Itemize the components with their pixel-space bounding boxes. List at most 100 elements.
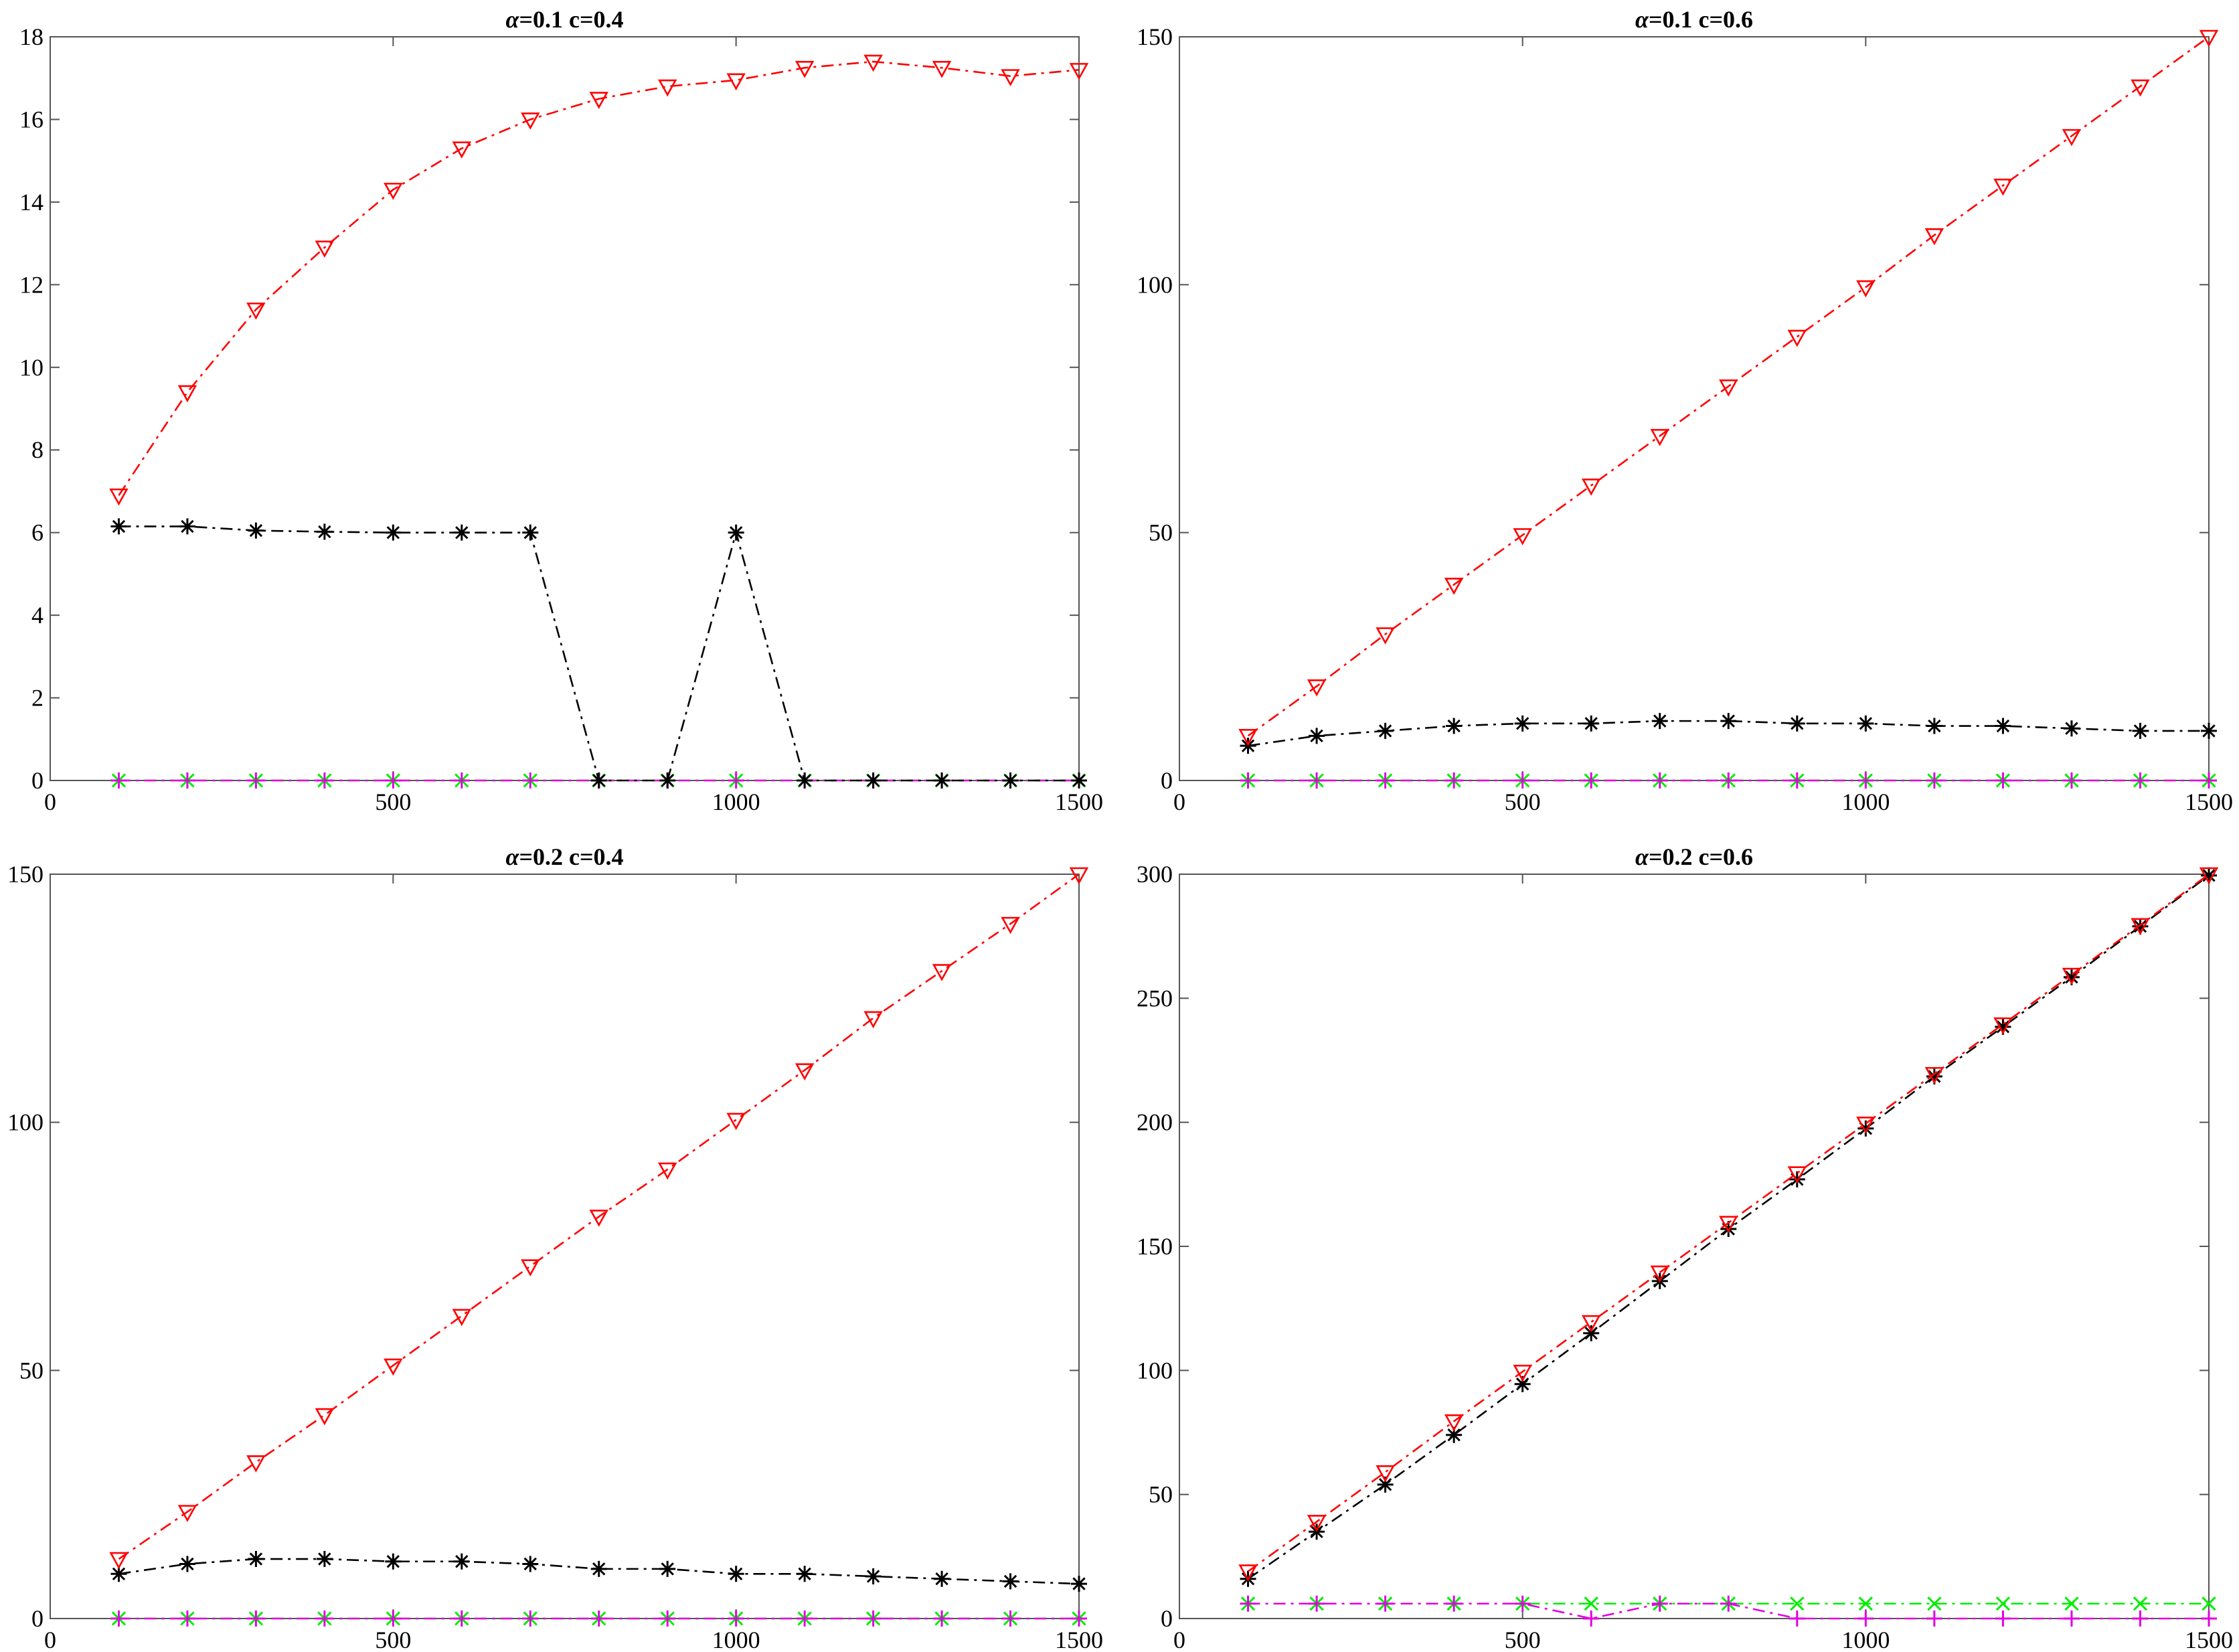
- series-line-asterisk: [1240, 867, 2217, 1587]
- triangle-marker: [863, 1011, 883, 1029]
- triangle-marker: [657, 1162, 677, 1180]
- series-line-triangle-down: [109, 54, 1089, 506]
- title-text: =0.1 c=0.6: [1649, 6, 1753, 33]
- asterisk-marker: [248, 522, 264, 539]
- asterisk-marker: [2132, 722, 2149, 739]
- x-marker: [1584, 1596, 1598, 1611]
- asterisk-marker: [934, 1570, 950, 1587]
- series-path: [1247, 873, 2210, 1572]
- plus-marker: [1377, 772, 1394, 789]
- triangle-marker: [1856, 1117, 1876, 1134]
- plus-marker: [1446, 1595, 1463, 1612]
- asterisk-marker: [590, 1560, 607, 1577]
- title-text: =0.2 c=0.4: [519, 843, 623, 870]
- x-marker: [1790, 1596, 1805, 1611]
- plus-marker: [248, 772, 264, 789]
- asterisk-marker: [2132, 918, 2149, 934]
- asterisk-marker: [1926, 718, 1942, 734]
- x-marker: [2202, 1596, 2216, 1611]
- x-tick-label: 0: [1173, 789, 1185, 815]
- triangle-marker: [1001, 69, 1020, 86]
- triangle-marker: [1238, 729, 1258, 746]
- x-tick-label: 500: [1505, 789, 1541, 815]
- y-tick-label: 0: [1161, 1605, 1173, 1632]
- triangle-marker: [452, 141, 472, 159]
- plus-marker: [1995, 1610, 2011, 1627]
- asterisk-marker: [2063, 969, 2080, 985]
- plus-marker: [1071, 1610, 1087, 1627]
- series-path: [118, 1558, 1080, 1585]
- y-tick-label: 16: [19, 106, 44, 133]
- y-tick-label: 0: [31, 767, 44, 794]
- plus-marker: [522, 1610, 539, 1627]
- asterisk-marker: [728, 524, 744, 541]
- triangle-marker: [1069, 867, 1089, 885]
- x-tick-label: 0: [44, 789, 56, 815]
- plus-marker: [385, 1610, 402, 1627]
- x-tick-label: 1000: [1841, 1627, 1890, 1652]
- triangle-marker: [109, 488, 129, 506]
- asterisk-marker: [728, 1566, 744, 1582]
- triangle-marker: [1513, 1364, 1532, 1382]
- triangle-marker: [521, 1259, 540, 1276]
- x-tick-label: 1000: [712, 1627, 760, 1652]
- plus-marker: [1720, 1595, 1737, 1612]
- y-tick-label: 50: [1149, 519, 1173, 546]
- plus-marker: [110, 1610, 127, 1627]
- plus-marker: [1583, 772, 1600, 789]
- y-tick-label: 300: [1137, 861, 1173, 888]
- title-alpha-symbol: α: [1635, 6, 1649, 33]
- series-line-triangle-down: [109, 867, 1089, 1570]
- x-tick-label: 0: [1173, 1627, 1185, 1652]
- plus-marker: [659, 1610, 676, 1627]
- asterisk-marker: [2063, 720, 2080, 737]
- asterisk-marker: [1789, 1171, 1805, 1187]
- y-tick-label: 200: [1137, 1109, 1173, 1136]
- asterisk-marker: [1857, 715, 1874, 732]
- title-text: =0.2 c=0.6: [1649, 843, 1753, 870]
- series-line-triangle-down: [1238, 867, 2219, 1582]
- axes-box: [50, 36, 1080, 781]
- plus-marker: [865, 1610, 882, 1627]
- plus-marker: [797, 1610, 813, 1627]
- y-tick-label: 250: [1137, 985, 1173, 1011]
- series-path: [118, 873, 1080, 1560]
- plus-marker: [522, 772, 539, 789]
- series-line-plus: [1240, 772, 2217, 789]
- subplot-title: α=0.2 c=0.6: [1635, 843, 1753, 870]
- x-tick-label: 1500: [1055, 1627, 1103, 1652]
- plus-marker: [1995, 772, 2011, 789]
- plus-marker: [1002, 1610, 1019, 1627]
- asterisk-marker: [659, 772, 676, 789]
- plus-marker: [1857, 772, 1874, 789]
- triangle-marker: [177, 1505, 197, 1522]
- triangle-marker: [1924, 228, 1944, 246]
- triangle-marker: [2131, 79, 2150, 97]
- title-alpha-symbol: α: [506, 843, 520, 870]
- asterisk-marker: [2201, 867, 2217, 884]
- asterisk-marker: [1514, 715, 1531, 732]
- asterisk-marker: [248, 1551, 264, 1568]
- series-line-asterisk: [110, 1551, 1087, 1592]
- x-marker: [1927, 1596, 1942, 1611]
- x-tick-label: 0: [44, 1627, 56, 1652]
- plus-marker: [1240, 1595, 1256, 1612]
- asterisk-marker: [1720, 713, 1737, 730]
- y-tick-label: 150: [1137, 23, 1173, 50]
- asterisk-marker: [797, 772, 813, 789]
- plus-marker: [179, 1610, 195, 1627]
- plus-marker: [590, 1610, 607, 1627]
- triangle-marker: [795, 60, 815, 78]
- y-tick-label: 100: [7, 1109, 44, 1136]
- asterisk-marker: [865, 772, 882, 789]
- y-tick-label: 12: [19, 271, 44, 298]
- triangle-marker: [315, 1408, 335, 1426]
- plus-marker: [1720, 772, 1737, 789]
- triangle-marker: [589, 1210, 608, 1227]
- subplot-alpha-0.2-c-0.4: 0 500 1000 1500 0 50 100 150 α=0.2 c=0.4: [7, 843, 1103, 1652]
- series-path: [1247, 35, 2210, 737]
- asterisk-marker: [1071, 772, 1087, 789]
- triangle-marker: [589, 92, 608, 109]
- series-path: [1248, 720, 2209, 747]
- triangle-marker: [1069, 63, 1089, 80]
